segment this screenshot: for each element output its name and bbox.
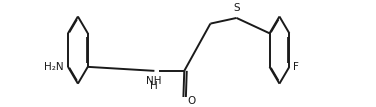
Text: NH: NH (146, 76, 161, 86)
Text: F: F (293, 62, 299, 72)
Text: O: O (188, 96, 196, 106)
Text: H: H (150, 81, 157, 91)
Text: H₂N: H₂N (44, 62, 64, 72)
Text: S: S (233, 3, 240, 13)
